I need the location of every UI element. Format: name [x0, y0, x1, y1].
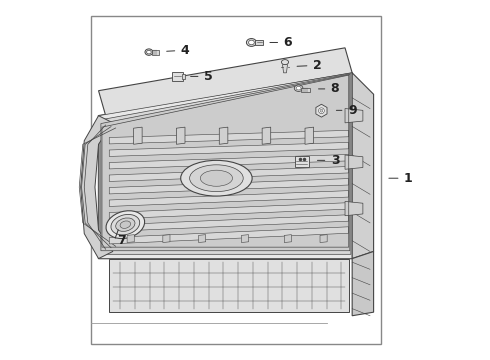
Ellipse shape	[111, 215, 140, 235]
Text: 9: 9	[348, 104, 357, 117]
Ellipse shape	[145, 49, 153, 55]
Polygon shape	[262, 127, 270, 144]
Text: 2: 2	[313, 59, 321, 72]
Polygon shape	[127, 235, 134, 243]
Text: 8: 8	[331, 82, 340, 95]
Ellipse shape	[120, 221, 131, 228]
Polygon shape	[198, 235, 206, 243]
Ellipse shape	[296, 86, 301, 90]
Polygon shape	[352, 251, 373, 316]
Polygon shape	[109, 203, 348, 219]
Text: 3: 3	[331, 154, 340, 167]
Ellipse shape	[281, 60, 289, 64]
Polygon shape	[345, 155, 363, 169]
Polygon shape	[305, 127, 314, 144]
Ellipse shape	[106, 211, 145, 239]
FancyBboxPatch shape	[295, 157, 309, 167]
Text: 7: 7	[118, 234, 126, 247]
Polygon shape	[242, 235, 248, 243]
FancyBboxPatch shape	[301, 88, 310, 92]
Polygon shape	[109, 167, 348, 181]
Ellipse shape	[147, 50, 151, 54]
Text: 1: 1	[404, 172, 413, 185]
Text: 5: 5	[204, 70, 213, 83]
Text: 6: 6	[284, 36, 292, 49]
FancyBboxPatch shape	[172, 72, 183, 81]
Ellipse shape	[116, 218, 135, 231]
Polygon shape	[81, 116, 113, 258]
Ellipse shape	[248, 40, 254, 45]
Polygon shape	[98, 73, 352, 258]
Polygon shape	[109, 179, 348, 194]
Ellipse shape	[181, 160, 252, 196]
Polygon shape	[345, 202, 363, 216]
Polygon shape	[92, 16, 381, 344]
Polygon shape	[109, 191, 348, 206]
Ellipse shape	[190, 165, 243, 192]
Polygon shape	[98, 73, 352, 258]
FancyBboxPatch shape	[255, 40, 263, 45]
Polygon shape	[101, 75, 350, 251]
Polygon shape	[352, 73, 373, 258]
Polygon shape	[109, 227, 348, 244]
Polygon shape	[109, 130, 348, 144]
Polygon shape	[98, 48, 352, 116]
Polygon shape	[176, 127, 185, 144]
Polygon shape	[345, 109, 363, 123]
FancyBboxPatch shape	[182, 74, 185, 78]
Polygon shape	[284, 235, 292, 243]
Polygon shape	[316, 104, 327, 117]
Ellipse shape	[294, 85, 303, 91]
Ellipse shape	[246, 39, 256, 46]
Polygon shape	[220, 127, 228, 144]
Ellipse shape	[320, 109, 323, 112]
FancyBboxPatch shape	[152, 50, 159, 55]
Polygon shape	[109, 154, 348, 169]
Polygon shape	[109, 258, 348, 312]
Ellipse shape	[200, 170, 232, 186]
Polygon shape	[109, 143, 348, 157]
Polygon shape	[134, 127, 142, 144]
Polygon shape	[283, 64, 288, 73]
Text: 4: 4	[181, 44, 190, 57]
Polygon shape	[109, 215, 348, 231]
Polygon shape	[100, 74, 351, 254]
Polygon shape	[320, 235, 327, 243]
Polygon shape	[163, 235, 170, 243]
Ellipse shape	[318, 108, 324, 113]
